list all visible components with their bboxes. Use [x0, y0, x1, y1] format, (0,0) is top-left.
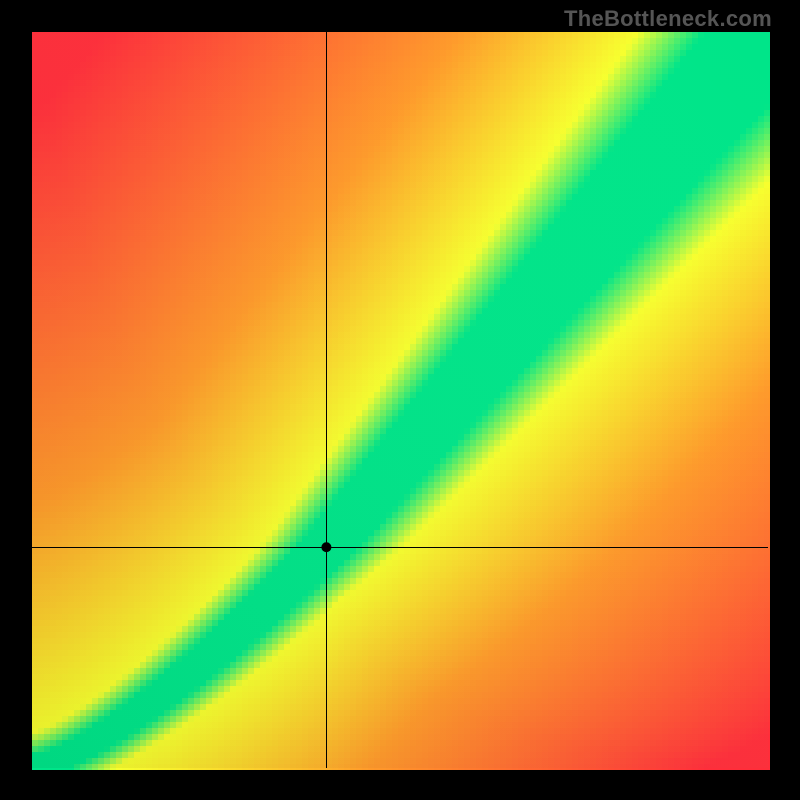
heatmap-canvas	[0, 0, 800, 800]
watermark-text: TheBottleneck.com	[564, 6, 772, 32]
chart-container: TheBottleneck.com	[0, 0, 800, 800]
